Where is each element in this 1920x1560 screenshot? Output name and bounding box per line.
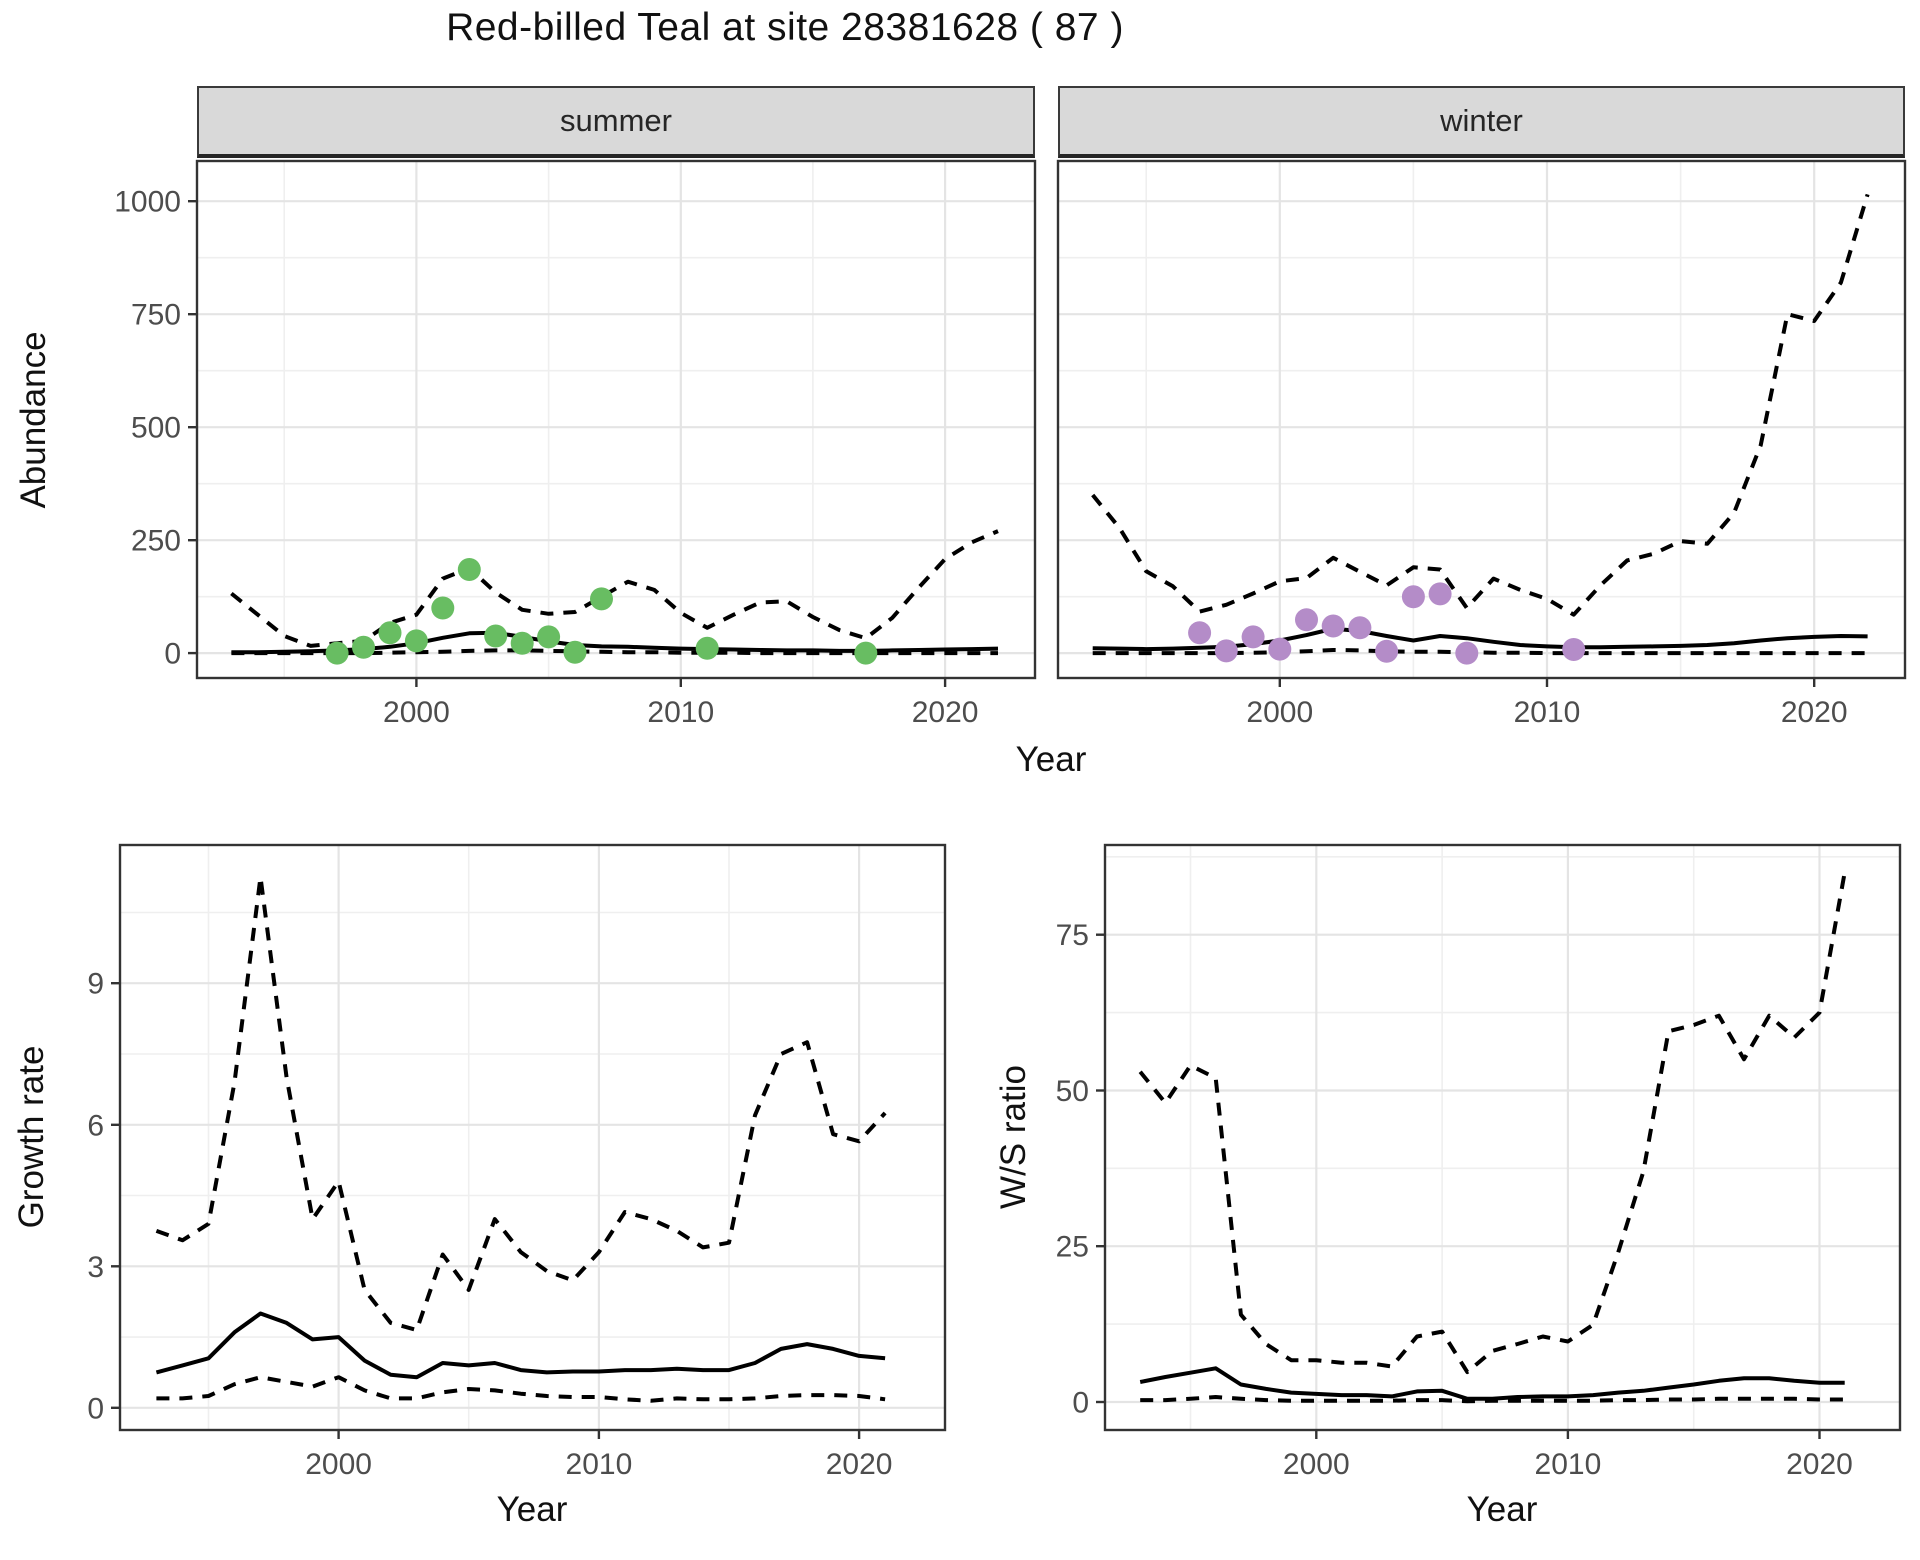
- x-tick-label: 2020: [1781, 696, 1848, 729]
- y-tick-label: 6: [87, 1109, 104, 1142]
- x-tick-label: 2020: [826, 1448, 893, 1481]
- abundance_winter-axis-ticks: 2000 2010 2020: [1246, 678, 1848, 729]
- data-point: [404, 629, 428, 653]
- growth_rate-series-upper_95ci: [155, 875, 887, 1332]
- abundance_summer-grid-minor: [197, 161, 1035, 678]
- data-point: [1401, 585, 1425, 609]
- y-tick-label: 750: [131, 299, 181, 332]
- x-tick-label: 2000: [1246, 696, 1313, 729]
- data-point: [1268, 637, 1292, 661]
- y-tick-label: 75: [1056, 919, 1089, 952]
- ws_ratio-grid-minor: [1105, 845, 1900, 1430]
- x-axis-title-year-ws: Year: [1466, 1490, 1538, 1529]
- abundance_winter-points: [1188, 582, 1586, 665]
- abundance_winter-grid-minor: [1058, 161, 1905, 678]
- data-point: [1188, 621, 1212, 645]
- growth_rate-panel-bg: [120, 845, 945, 1430]
- abundance_winter-panel-border: [1056, 159, 1907, 680]
- data-point: [484, 624, 508, 648]
- facet-strip-winter: winter: [1058, 86, 1905, 158]
- data-point: [695, 636, 719, 660]
- ws_ratio-panel-bg: [1105, 845, 1900, 1430]
- y-tick-label: 9: [87, 968, 104, 1001]
- y-tick-label: 0: [87, 1392, 104, 1425]
- growth_rate-series-median_fit: [155, 1311, 886, 1380]
- growth_rate-panel-border: [118, 843, 947, 1432]
- x-axis-title-year-top: Year: [1015, 740, 1087, 779]
- facet-strip-winter-label: winter: [1440, 103, 1523, 138]
- y-tick-label: 0: [164, 638, 181, 671]
- x-tick-label: 2020: [1786, 1448, 1853, 1481]
- abundance_winter-series-upper_95ci: [1091, 193, 1870, 617]
- panel-growth_rate: 2000 2010 2020 0 3 6 9: [87, 843, 947, 1481]
- data-point: [563, 640, 587, 664]
- data-point: [1295, 608, 1318, 632]
- x-tick-label: 2010: [1514, 696, 1581, 729]
- ws_ratio-panel-border: [1103, 843, 1902, 1432]
- abundance_summer-panel-bg: [197, 161, 1035, 678]
- data-point: [510, 631, 534, 655]
- y-tick-label: 25: [1056, 1231, 1089, 1264]
- chart-title: Red-billed Teal at site 28381628 ( 87 ): [446, 6, 1124, 49]
- panel-ws_ratio: 2000 2010 2020 0 25 50 75: [1056, 843, 1902, 1481]
- growth_rate-axis-ticks: 2000 2010 2020 0 3 6 9: [87, 968, 892, 1481]
- data-point: [1241, 625, 1265, 649]
- y-axis-title-ws-ratio: W/S ratio: [994, 1065, 1033, 1209]
- x-tick-label: 2020: [912, 696, 979, 729]
- abundance_summer-panel-border: [195, 159, 1037, 680]
- facet-strip-summer: summer: [197, 86, 1035, 158]
- panel-abundance_winter: 2000 2010 2020: [1056, 159, 1907, 729]
- data-point: [1321, 614, 1345, 638]
- data-point: [1428, 582, 1452, 606]
- y-tick-label: 50: [1056, 1075, 1089, 1108]
- y-tick-label: 250: [131, 525, 181, 558]
- data-point: [378, 621, 402, 645]
- y-tick-label: 1000: [114, 186, 181, 219]
- x-tick-label: 2000: [305, 1448, 372, 1481]
- x-tick-label: 2010: [566, 1448, 633, 1481]
- data-point: [1562, 638, 1586, 661]
- data-point: [325, 641, 349, 665]
- facet-strip-summer-label: summer: [560, 103, 672, 138]
- data-point: [352, 635, 375, 659]
- data-point: [1375, 639, 1399, 663]
- abundance_summer-points: [325, 558, 878, 665]
- ws_ratio-series-upper_95ci: [1138, 872, 1847, 1375]
- x-tick-label: 2010: [1535, 1448, 1602, 1481]
- growth_rate-grid-major: [120, 845, 945, 1430]
- y-tick-label: 0: [1072, 1387, 1089, 1420]
- data-point: [431, 596, 455, 620]
- ws_ratio-axis-ticks: 2000 2010 2020 0 25 50 75: [1056, 919, 1853, 1481]
- abundance_summer-axis-ticks: 2000 2010 2020 0 250 500 750 1000: [114, 186, 978, 729]
- abundance_winter-series-lower_95ci: [1092, 648, 1868, 656]
- x-tick-label: 2000: [383, 696, 450, 729]
- x-tick-label: 2000: [1283, 1448, 1350, 1481]
- y-tick-label: 3: [87, 1251, 104, 1284]
- ws_ratio-series-median_fit: [1139, 1366, 1845, 1401]
- x-tick-label: 2010: [647, 696, 714, 729]
- growth_rate-grid-minor: [120, 845, 945, 1430]
- data-point: [1348, 616, 1372, 640]
- data-point: [1214, 639, 1238, 663]
- ws_ratio-grid-major: [1105, 845, 1900, 1430]
- data-point: [537, 625, 561, 649]
- data-point: [457, 558, 481, 581]
- y-tick-label: 500: [131, 412, 181, 445]
- data-point: [854, 641, 878, 665]
- y-axis-title-growth-rate: Growth rate: [12, 1045, 51, 1229]
- growth_rate-series-lower_95ci: [156, 1375, 886, 1403]
- data-point: [590, 587, 613, 611]
- y-axis-title-abundance: Abundance: [14, 331, 53, 509]
- data-point: [1455, 641, 1479, 665]
- x-axis-title-year-growth: Year: [496, 1490, 568, 1529]
- panel-abundance_summer: 2000 2010 2020 0 250 500 750 1000: [114, 159, 1037, 729]
